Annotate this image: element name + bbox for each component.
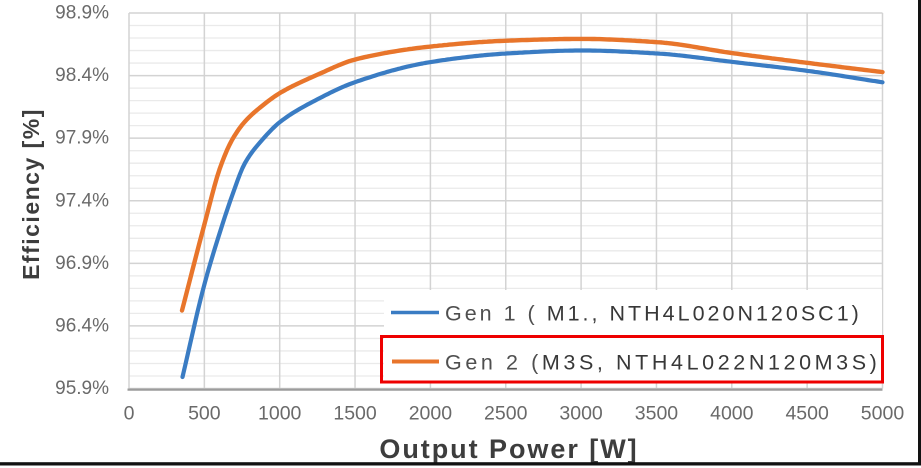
svg-text:98.4%: 98.4%: [55, 65, 109, 86]
svg-text:500: 500: [188, 403, 221, 425]
svg-text:4000: 4000: [710, 403, 754, 425]
svg-text:1500: 1500: [333, 403, 377, 425]
svg-text:2500: 2500: [484, 403, 528, 425]
svg-text:5000: 5000: [861, 403, 905, 425]
svg-text:2000: 2000: [409, 403, 453, 425]
svg-text:Efficiency [%]: Efficiency [%]: [18, 108, 44, 280]
svg-text:95.9%: 95.9%: [55, 378, 109, 399]
svg-text:97.4%: 97.4%: [55, 190, 109, 211]
svg-text:96.4%: 96.4%: [55, 315, 109, 336]
svg-text:3000: 3000: [559, 403, 603, 425]
svg-text:1000: 1000: [258, 403, 302, 425]
svg-text:96.9%: 96.9%: [55, 253, 109, 274]
svg-text:98.9%: 98.9%: [55, 3, 109, 24]
svg-text:0: 0: [124, 403, 135, 425]
svg-text:97.9%: 97.9%: [55, 128, 109, 149]
svg-text:4500: 4500: [785, 403, 829, 425]
svg-text:Output Power [W]: Output Power [W]: [379, 434, 638, 464]
svg-text:3500: 3500: [635, 403, 679, 425]
svg-text:Gen 1 ( M1., NTH4L020N120SC1): Gen 1 ( M1., NTH4L020N120SC1): [445, 302, 862, 326]
svg-text:Gen 2 (M3S, NTH4L022N120M3S): Gen 2 (M3S, NTH4L022N120M3S): [445, 351, 880, 375]
